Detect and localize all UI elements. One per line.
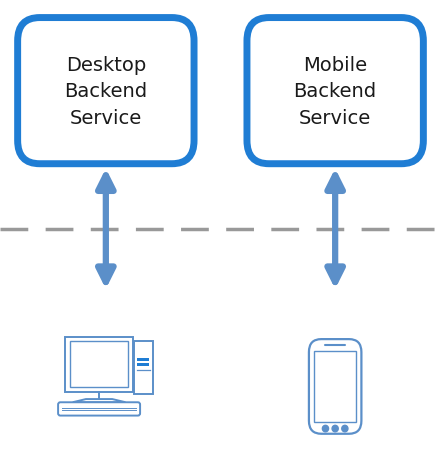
FancyBboxPatch shape	[135, 341, 153, 394]
FancyBboxPatch shape	[314, 352, 356, 423]
FancyBboxPatch shape	[137, 358, 149, 361]
FancyBboxPatch shape	[58, 402, 140, 416]
FancyBboxPatch shape	[18, 19, 194, 164]
FancyBboxPatch shape	[247, 19, 423, 164]
Text: Desktop
Backend
Service: Desktop Backend Service	[64, 56, 147, 127]
FancyBboxPatch shape	[65, 337, 133, 392]
Polygon shape	[73, 399, 125, 402]
Circle shape	[322, 425, 329, 432]
FancyBboxPatch shape	[309, 339, 362, 434]
FancyBboxPatch shape	[70, 342, 128, 388]
Text: Mobile
Backend
Service: Mobile Backend Service	[294, 56, 377, 127]
Circle shape	[342, 425, 348, 432]
Circle shape	[332, 425, 338, 432]
FancyBboxPatch shape	[137, 363, 149, 366]
